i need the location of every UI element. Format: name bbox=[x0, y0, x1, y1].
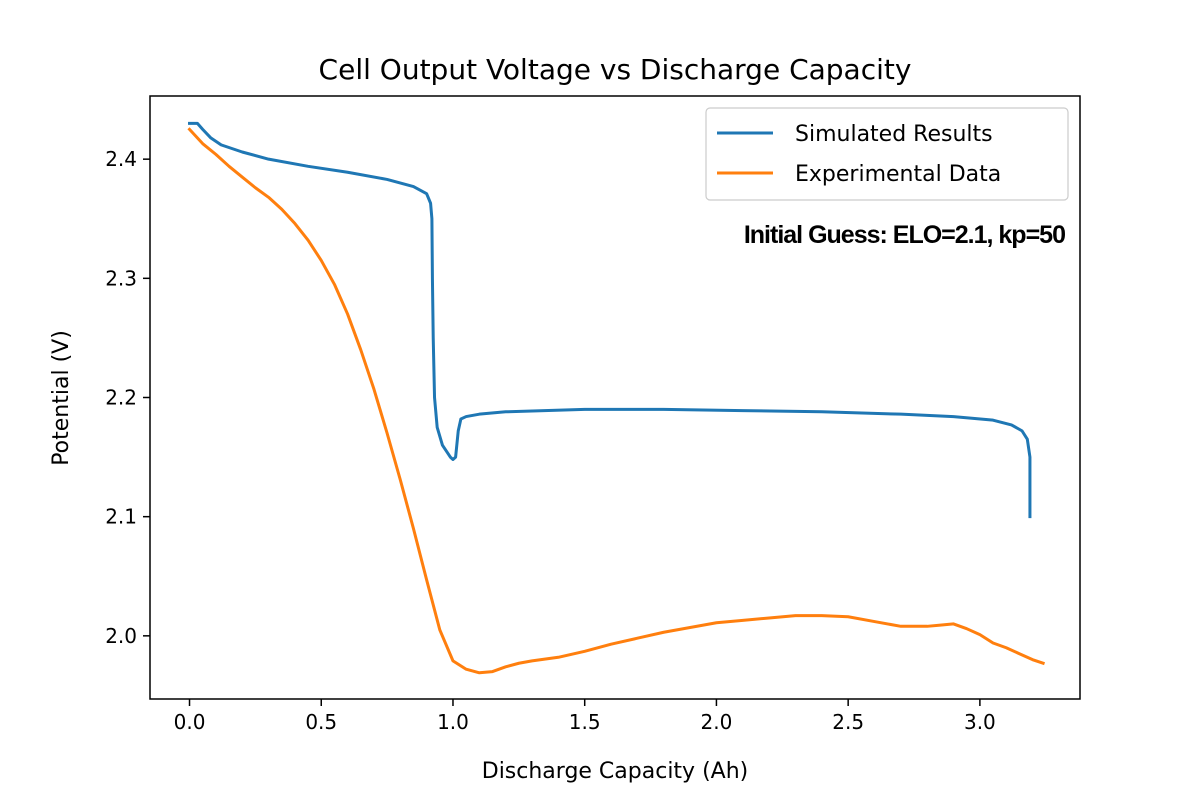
y-tick-label: 2.0 bbox=[105, 624, 137, 648]
x-tick-label: 0.0 bbox=[174, 710, 206, 734]
x-tick-label: 2.0 bbox=[701, 710, 733, 734]
series-line-experimental-data bbox=[187, 127, 1046, 675]
series-line-simulated-results bbox=[188, 121, 1032, 519]
legend-box bbox=[705, 107, 1069, 201]
y-tick-label: 2.2 bbox=[105, 386, 137, 410]
annotation-initial-guess: Initial Guess: ELO=2.1, kp=50 bbox=[744, 221, 1065, 249]
chart-title: Cell Output Voltage vs Discharge Capacit… bbox=[319, 53, 912, 86]
y-tick-label: 2.1 bbox=[105, 505, 137, 529]
legend: Simulated Results Experimental Data bbox=[705, 107, 1069, 201]
legend-label: Experimental Data bbox=[795, 162, 1001, 187]
y-axis-title: Potential (V) bbox=[49, 330, 74, 466]
series-lines bbox=[187, 121, 1046, 675]
y-tick-label: 2.4 bbox=[105, 147, 137, 171]
x-tick-label: 3.0 bbox=[964, 710, 996, 734]
x-tick-label: 2.5 bbox=[832, 710, 864, 734]
x-tick-label: 1.5 bbox=[569, 710, 601, 734]
x-axis-title: Discharge Capacity (Ah) bbox=[482, 759, 748, 784]
x-tick-label: 1.0 bbox=[437, 710, 469, 734]
y-axis: 2.0 2.1 2.2 2.3 2.4 bbox=[105, 147, 150, 648]
legend-label: Simulated Results bbox=[795, 122, 993, 147]
y-tick-label: 2.3 bbox=[105, 266, 137, 290]
x-tick-label: 0.5 bbox=[305, 710, 337, 734]
x-axis: 0.0 0.5 1.0 1.5 2.0 2.5 3.0 bbox=[174, 699, 996, 734]
